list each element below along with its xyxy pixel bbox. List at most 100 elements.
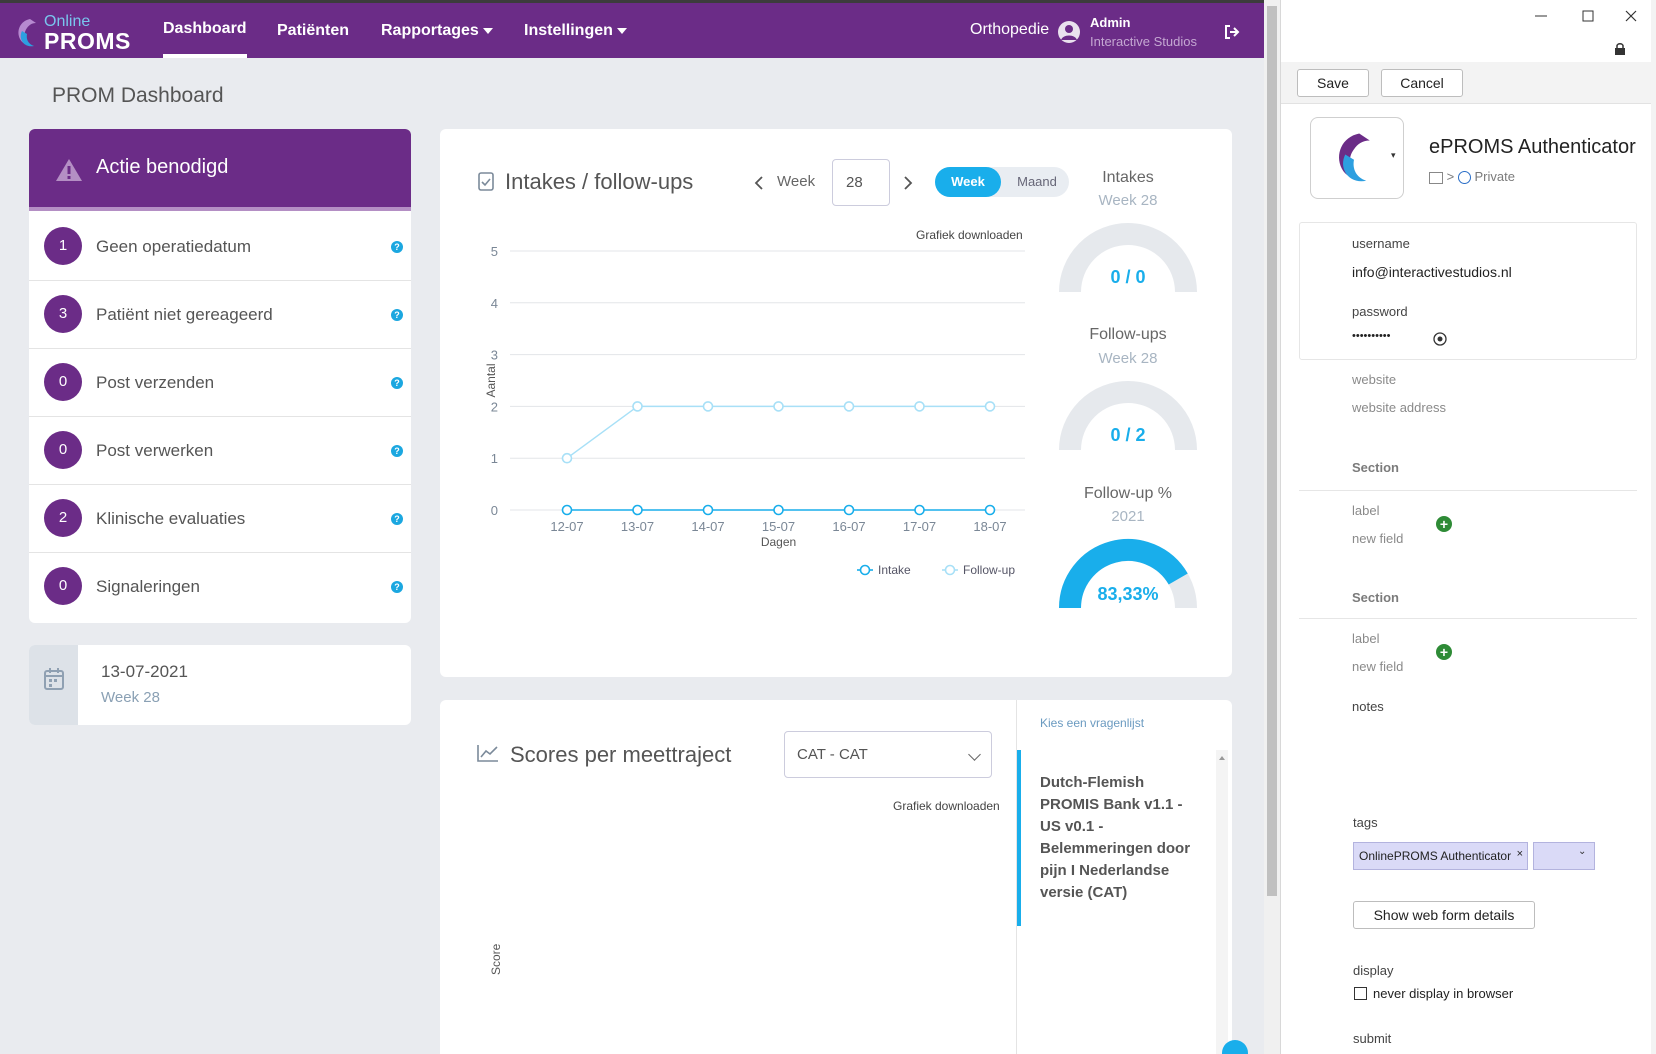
gauge-followup-pct xyxy=(1059,539,1197,609)
reveal-password-icon[interactable] xyxy=(1433,332,1447,346)
help-icon[interactable]: ? xyxy=(391,377,403,389)
user-avatar-icon[interactable] xyxy=(1058,21,1080,43)
help-icon[interactable]: ? xyxy=(391,241,403,253)
notes-field[interactable] xyxy=(1352,720,1632,810)
action-row-label: Post verzenden xyxy=(96,373,215,392)
gauge-intakes xyxy=(1059,223,1197,293)
nav-rapportages[interactable]: Rapportages xyxy=(381,3,493,58)
y-tick-label: 1 xyxy=(491,451,498,466)
chevron-left-icon[interactable] xyxy=(754,176,764,190)
legend-marker xyxy=(944,564,956,576)
nav-rapportages-label: Rapportages xyxy=(381,22,479,39)
username-field[interactable]: info@interactivestudios.nl xyxy=(1352,264,1512,280)
online-proms-logo[interactable]: Online PROMS xyxy=(14,11,134,55)
page-scrollbar[interactable] xyxy=(1264,0,1280,1054)
data-point-intake xyxy=(843,504,855,516)
tag-dropdown[interactable]: ⌄ xyxy=(1533,842,1595,870)
password-manager-panel: Save Cancel ▾ ePROMS Authenticator > Pri… xyxy=(1280,0,1656,1054)
help-icon[interactable]: ? xyxy=(391,445,403,457)
week-label: Week xyxy=(777,173,816,190)
nav-patienten[interactable]: Patiënten xyxy=(277,22,350,39)
traject-select-value: CAT - CAT xyxy=(797,746,868,763)
icon-dropdown-caret-icon: ▾ xyxy=(1391,150,1396,160)
help-icon[interactable]: ? xyxy=(391,309,403,321)
x-axis-label: Dagen xyxy=(761,535,796,549)
never-display-checkbox[interactable] xyxy=(1354,987,1367,1000)
action-row-post-verzenden[interactable]: 0 Post verzenden ? xyxy=(29,349,411,417)
custom-field-1[interactable]: new field xyxy=(1352,531,1404,546)
logout-icon[interactable] xyxy=(1223,23,1241,41)
x-tick-label: 15-07 xyxy=(762,519,795,534)
scores-title: Scores per meettraject xyxy=(510,742,732,767)
lock-icon[interactable] xyxy=(1614,42,1626,56)
action-row-post-verwerken[interactable]: 0 Post verwerken ? xyxy=(29,417,411,485)
custom-label-1[interactable]: label xyxy=(1352,503,1380,518)
toggle-week[interactable]: Week xyxy=(935,167,1001,197)
vault-name: Private xyxy=(1474,169,1515,184)
help-icon[interactable]: ? xyxy=(391,581,403,593)
action-row-signaleringen[interactable]: 0 Signaleringen ? xyxy=(29,553,411,621)
add-field-icon[interactable]: + xyxy=(1436,516,1452,532)
caret-down-icon xyxy=(482,27,493,34)
action-row-klinische-evaluaties[interactable]: 2 Klinische evaluaties ? xyxy=(29,485,411,553)
score-axis-label: Score xyxy=(489,943,503,975)
custom-label-2[interactable]: label xyxy=(1352,631,1380,646)
submit-label: submit xyxy=(1353,1031,1392,1046)
download-scores-chart-link[interactable]: Grafiek downloaden xyxy=(893,799,1000,813)
nav-dashboard[interactable]: Dashboard xyxy=(163,3,247,58)
proms-logo-icon xyxy=(1339,133,1370,182)
data-point-intake xyxy=(632,504,643,516)
questionnaire-list-header: Kies een vragenlijst xyxy=(1040,716,1145,730)
x-tick-label: 18-07 xyxy=(973,519,1006,534)
scroll-up-icon[interactable] xyxy=(1216,753,1228,763)
pm-scrollbar[interactable] xyxy=(1651,0,1656,1054)
help-chat-icon[interactable] xyxy=(1222,1040,1248,1054)
website-field[interactable]: website address xyxy=(1352,400,1446,415)
help-icon[interactable]: ? xyxy=(391,513,403,525)
count-badge: 0 xyxy=(44,363,82,401)
show-web-form-details-button[interactable]: Show web form details xyxy=(1353,901,1535,929)
traject-select[interactable]: CAT - CAT xyxy=(784,731,992,778)
action-row-geen-operatiedatum[interactable]: 1 Geen operatiedatum ? xyxy=(29,213,411,281)
password-field[interactable]: •••••••••• xyxy=(1352,330,1391,342)
data-point-intake xyxy=(561,504,573,516)
week-number-input[interactable]: 28 xyxy=(832,159,890,206)
gauge-intakes-title: Intakes xyxy=(1102,169,1154,186)
custom-field-2[interactable]: new field xyxy=(1352,659,1404,674)
department-selector[interactable]: Orthopedie xyxy=(970,21,1050,38)
action-required-header: Actie benodigd xyxy=(29,129,411,211)
data-point-intake xyxy=(773,504,784,516)
remove-tag-icon[interactable]: × xyxy=(1516,848,1523,860)
questionnaire-item[interactable]: Dutch-Flemish PROMIS Bank v1.1 - US v0.1… xyxy=(1017,750,1217,926)
data-point-intake xyxy=(914,504,925,516)
page-scrollbar-thumb[interactable] xyxy=(1267,6,1277,896)
tag-chip-label: OnlinePROMS Authenticator xyxy=(1359,849,1512,863)
toggle-maand[interactable]: Maand xyxy=(1017,174,1057,189)
scores-divider xyxy=(1016,700,1017,1054)
action-row-patient-niet-gereageerd[interactable]: 3 Patiënt niet gereageerd ? xyxy=(29,281,411,349)
chevron-down-icon: ⌄ xyxy=(1578,846,1587,857)
add-field-icon[interactable]: + xyxy=(1436,644,1452,660)
questionnaire-scrollbar[interactable] xyxy=(1216,750,1228,1054)
intakes-line-chart: 0 1 2 3 4 5 12-07 13-07 14-07 15-07 16-07 17-07 18-0… xyxy=(484,244,1025,577)
nav-instellingen[interactable]: Instellingen xyxy=(524,3,627,58)
vault-breadcrumb[interactable]: > Private xyxy=(1429,169,1515,185)
x-tick-label: 12-07 xyxy=(550,519,583,534)
entry-title[interactable]: ePROMS Authenticator xyxy=(1429,136,1636,158)
scores-card xyxy=(440,700,1232,1054)
gauge-followups xyxy=(1059,381,1197,451)
download-chart-link[interactable]: Grafiek downloaden xyxy=(916,228,1023,242)
tag-chip[interactable]: OnlinePROMS Authenticator × xyxy=(1353,842,1528,870)
user-name: Admin xyxy=(1090,15,1131,30)
cancel-button[interactable]: Cancel xyxy=(1381,69,1463,97)
entry-icon-picker[interactable]: ▾ xyxy=(1310,117,1404,199)
save-button[interactable]: Save xyxy=(1297,69,1369,97)
current-date: 13-07-2021 xyxy=(101,662,188,681)
close-icon[interactable] xyxy=(1625,10,1637,22)
maximize-icon[interactable] xyxy=(1582,10,1594,22)
minimize-icon[interactable] xyxy=(1535,10,1547,22)
proms-logo-icon xyxy=(18,19,36,47)
chevron-right-icon[interactable] xyxy=(903,176,913,190)
proms-app-window: Online PROMS Dashboard Patiënten Rapport… xyxy=(0,0,1264,1054)
warning-icon xyxy=(56,159,82,181)
